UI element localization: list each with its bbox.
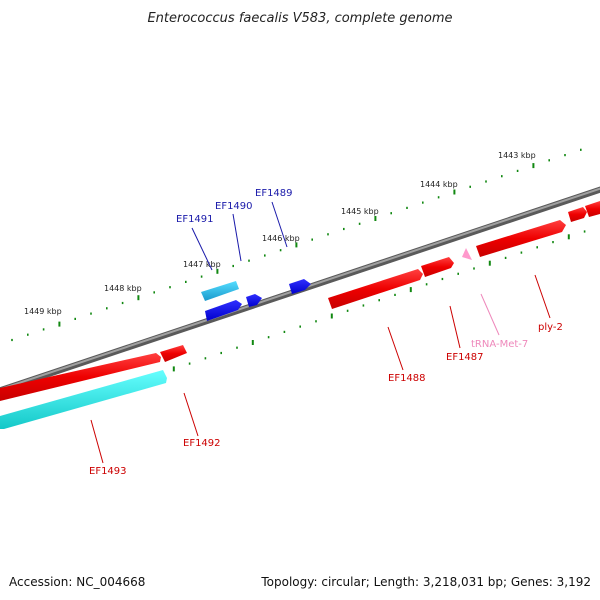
kbp-label-1443: 1443 kbp (498, 151, 536, 160)
kbp-label-1444: 1444 kbp (420, 180, 458, 189)
map-title: Enterococcus faecalis V583, complete gen… (147, 11, 452, 26)
gene-ef1488 (328, 269, 423, 309)
kbp-label-1448: 1448 kbp (104, 284, 142, 293)
gene-label-ply-2: ply-2 (538, 322, 563, 333)
gene-ef1493 (0, 370, 167, 429)
gene-label-ef1488: EF1488 (388, 373, 426, 384)
gene-label-ef1490: EF1490 (215, 201, 253, 212)
gene-ef1490b (246, 294, 262, 307)
gene-ply-2 (476, 220, 566, 257)
gene-label-ef1487: EF1487 (446, 352, 484, 363)
gene-ef1486 (568, 201, 600, 222)
genome-summary-text: Topology: circular; Length: 3,218,031 bp… (260, 575, 591, 589)
gene-ef1492 (0, 345, 187, 401)
label-leader-lines (90, 201, 551, 464)
gene-label-ef1489: EF1489 (255, 188, 293, 199)
gene-label-ef1493: EF1493 (89, 466, 127, 477)
gene-ef1487 (421, 257, 454, 277)
gene-ef1490 (205, 300, 242, 321)
gene-label-ef1492: EF1492 (183, 438, 221, 449)
kbp-label-1449: 1449 kbp (24, 307, 62, 316)
kbp-label-1446: 1446 kbp (262, 234, 300, 243)
gene-ef1491 (201, 281, 239, 301)
gene-label-trna-met-7: tRNA-Met-7 (471, 339, 528, 350)
gene-label-ef1491: EF1491 (176, 214, 214, 225)
kbp-label-1445: 1445 kbp (341, 207, 379, 216)
gene-trna-met-7 (462, 248, 472, 260)
accession-text: Accession: NC_004668 (9, 575, 145, 589)
tick-row-outer (11, 148, 582, 342)
gene-ef1489 (289, 279, 311, 294)
kbp-label-1447: 1447 kbp (183, 260, 221, 269)
